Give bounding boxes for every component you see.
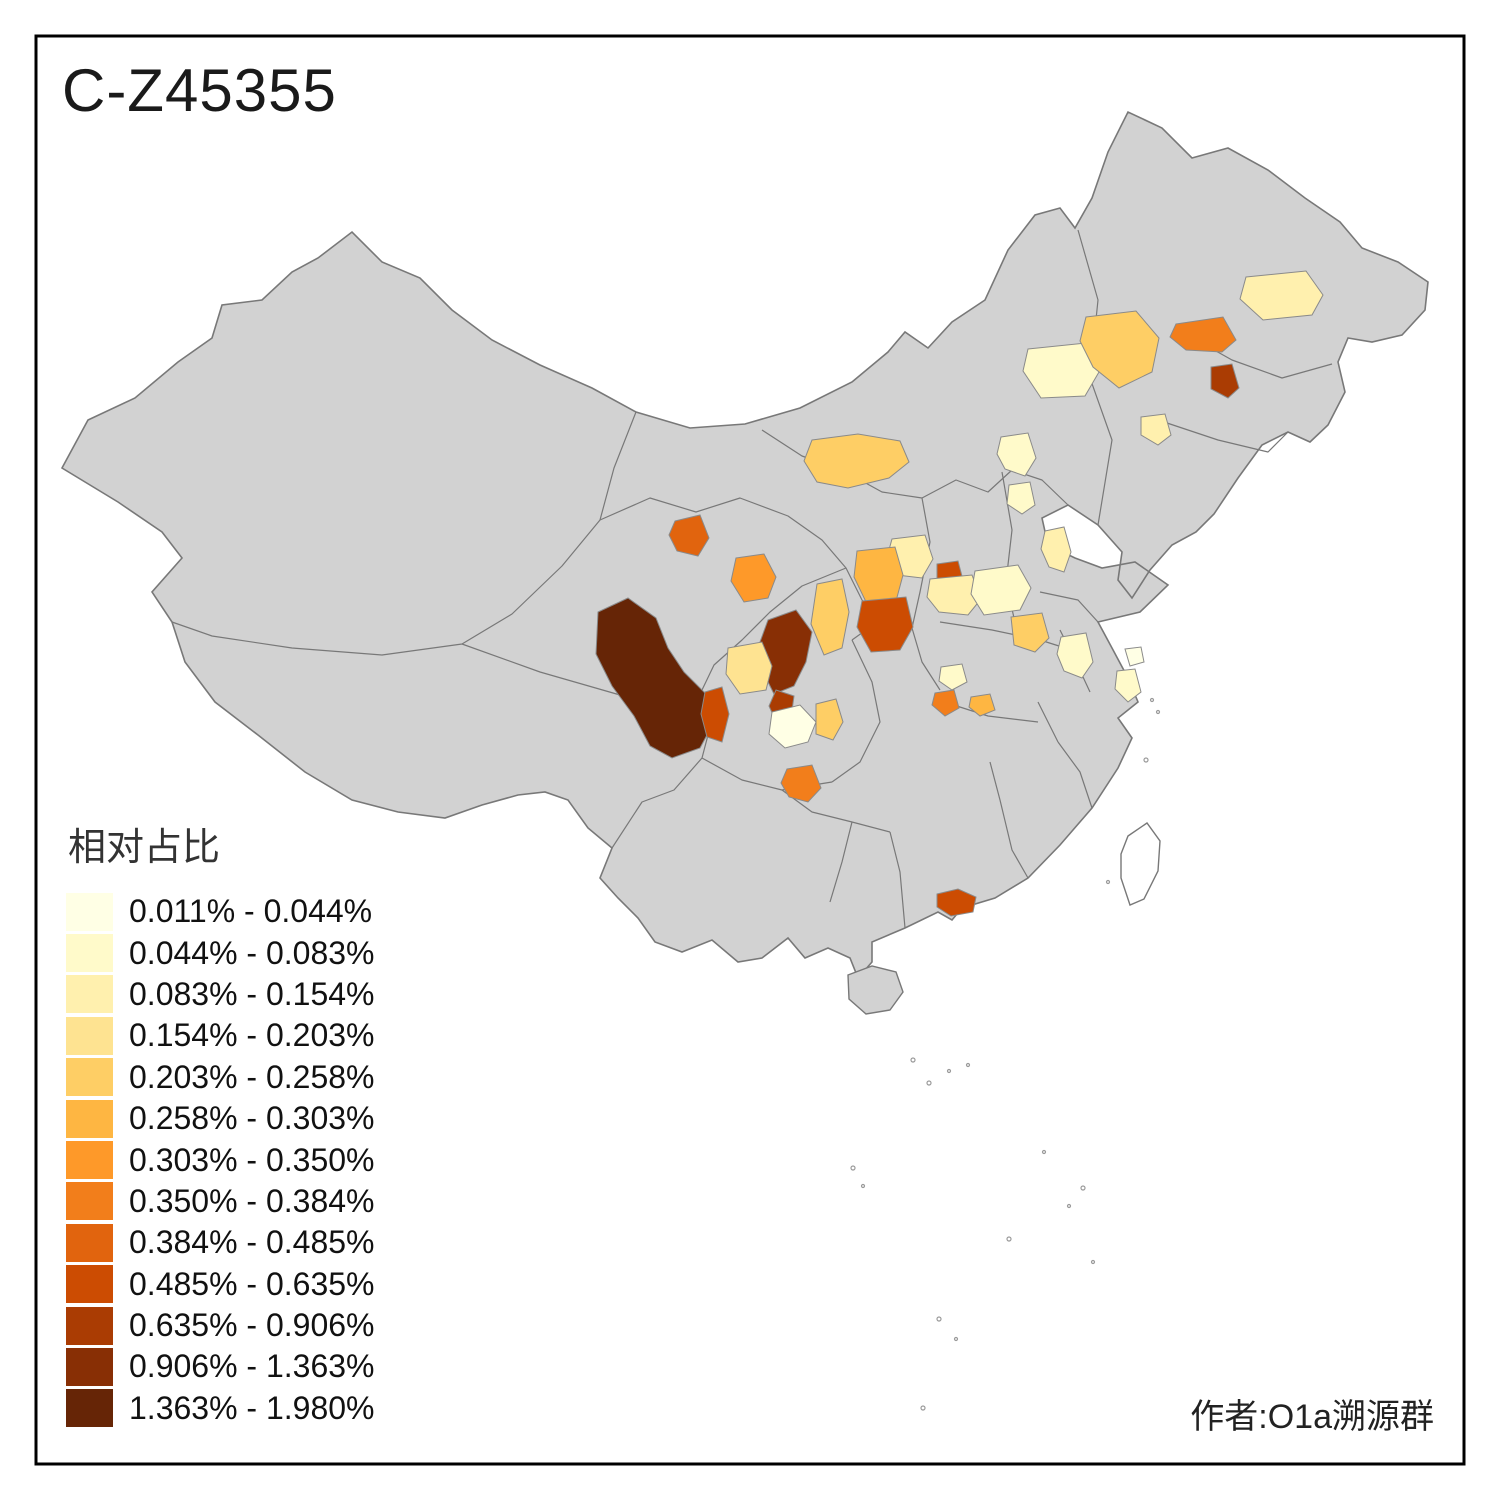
legend-item: 0.635% - 0.906% <box>66 1305 375 1346</box>
legend-item: 0.203% - 0.258% <box>66 1057 375 1098</box>
map-region <box>970 564 1032 616</box>
legend-label: 0.083% - 0.154% <box>129 975 375 1012</box>
map-region <box>1079 310 1160 389</box>
legend-item: 0.083% - 0.154% <box>66 974 375 1015</box>
legend-swatch <box>66 1058 113 1097</box>
legend-label: 0.044% - 0.083% <box>129 934 375 971</box>
legend-item: 0.154% - 0.203% <box>66 1015 375 1056</box>
legend-label: 0.011% - 0.044% <box>129 893 373 930</box>
legend-label: 1.363% - 1.980% <box>129 1389 375 1426</box>
map-region <box>968 693 996 717</box>
map-region <box>730 553 777 603</box>
legend-label: 0.203% - 0.258% <box>129 1058 375 1095</box>
legend-item: 0.485% - 0.635% <box>66 1264 375 1305</box>
legend-label: 0.485% - 0.635% <box>129 1265 375 1302</box>
legend-swatch <box>66 1389 113 1428</box>
legend-swatch <box>66 975 113 1014</box>
map-region <box>768 704 817 749</box>
legend-swatch <box>66 1347 113 1386</box>
map-region <box>1040 526 1072 573</box>
map-region <box>926 574 982 616</box>
map-region <box>1006 481 1036 515</box>
figure-title: C-Z45355 <box>62 57 337 124</box>
legend-label: 0.258% - 0.303% <box>129 1100 375 1137</box>
map-region <box>1114 668 1142 703</box>
legend-label: 0.303% - 0.350% <box>129 1141 375 1178</box>
legend-swatch <box>66 1182 113 1221</box>
legend-item: 0.384% - 0.485% <box>66 1222 375 1263</box>
author-credit: 作者:O1a溯源群 <box>1190 1398 1434 1436</box>
map-region <box>725 641 773 695</box>
map-region <box>700 686 730 743</box>
legend-title: 相对占比 <box>68 827 221 869</box>
legend-item: 0.303% - 0.350% <box>66 1139 375 1180</box>
map-region <box>803 433 910 489</box>
legend-label: 0.635% - 0.906% <box>129 1307 375 1344</box>
legend-swatch <box>66 1265 113 1304</box>
map-region <box>1239 270 1324 321</box>
legend-swatch <box>66 1016 113 1055</box>
sea-islets <box>850 697 1161 1411</box>
legend-swatch <box>66 1306 113 1345</box>
map-region <box>996 432 1037 477</box>
legend-swatch <box>66 1223 113 1262</box>
legend-item: 0.044% - 0.083% <box>66 932 375 973</box>
legend-swatch <box>66 1141 113 1180</box>
map-region <box>938 663 968 691</box>
legend-label: 0.154% - 0.203% <box>129 1017 375 1054</box>
map-region <box>1056 632 1094 679</box>
map-region <box>1210 363 1240 399</box>
legend-item: 0.011% - 0.044% <box>66 891 375 932</box>
legend-list: 0.011% - 0.044% 0.044% - 0.083% 0.083% - 0… <box>66 891 375 1429</box>
map-region <box>1124 646 1145 667</box>
legend-item: 0.350% - 0.384% <box>66 1181 375 1222</box>
map-region <box>1169 316 1237 353</box>
map-region <box>810 578 850 656</box>
map-region <box>668 514 710 557</box>
legend-label: 0.350% - 0.384% <box>129 1182 375 1219</box>
legend: 相对占比 0.011% - 0.044% 0.044% - 0.083% 0.083… <box>66 816 375 1429</box>
legend-label: 0.906% - 1.363% <box>129 1348 375 1385</box>
legend-item: 0.906% - 1.363% <box>66 1346 375 1387</box>
map-region <box>856 596 914 653</box>
legend-item: 1.363% - 1.980% <box>66 1388 375 1429</box>
legend-swatch <box>66 934 113 973</box>
map-region <box>931 689 960 717</box>
legend-label: 0.384% - 0.485% <box>129 1224 375 1261</box>
taiwan-island <box>1120 822 1161 906</box>
legend-item: 0.258% - 0.303% <box>66 1098 375 1139</box>
map-region <box>936 888 977 917</box>
legend-swatch <box>66 892 113 931</box>
map-region <box>815 698 844 741</box>
map-region <box>1140 413 1172 446</box>
map-region <box>780 764 822 803</box>
highlight-regions <box>595 270 1324 917</box>
figure-frame <box>34 34 1466 1466</box>
map-region <box>1010 612 1050 653</box>
hainan-island <box>847 965 904 1015</box>
legend-swatch <box>66 1099 113 1138</box>
